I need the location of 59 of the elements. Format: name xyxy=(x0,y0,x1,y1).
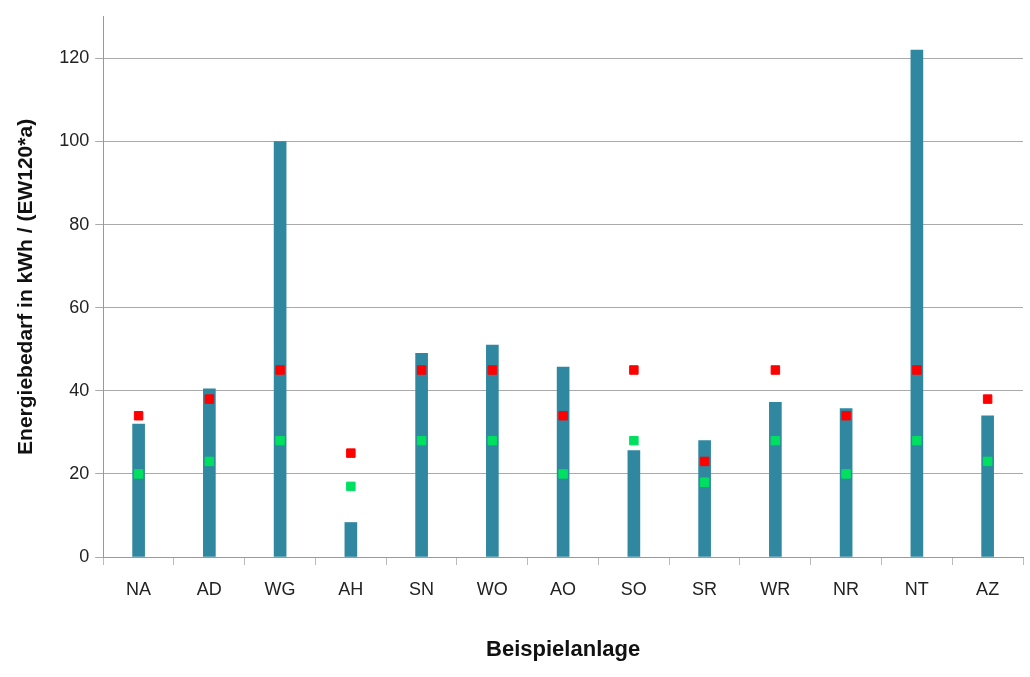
y-tick-label: 80 xyxy=(69,213,90,234)
x-tick-label: WO xyxy=(476,578,508,599)
y-tick-label: 100 xyxy=(59,130,90,151)
bar xyxy=(981,415,994,557)
point xyxy=(416,365,427,375)
point xyxy=(275,365,285,375)
x-tick-label: AD xyxy=(196,578,222,599)
point xyxy=(558,469,568,479)
bar xyxy=(769,402,782,557)
point xyxy=(416,435,427,446)
point xyxy=(204,394,215,404)
point xyxy=(841,469,851,479)
x-tick-label: WG xyxy=(264,578,296,599)
point xyxy=(204,456,215,467)
point xyxy=(487,435,498,446)
x-tick-label: SO xyxy=(620,578,647,599)
bar xyxy=(203,388,216,557)
x-tick-label: NT xyxy=(904,578,929,599)
point xyxy=(699,477,710,487)
point xyxy=(629,435,639,446)
point xyxy=(982,394,993,404)
bar xyxy=(627,450,641,557)
bar xyxy=(910,49,924,557)
x-axis-title: Beispielanlage xyxy=(486,635,641,661)
x-tick-label: SN xyxy=(409,578,435,599)
y-tick-label: 60 xyxy=(69,296,90,317)
x-tick-label: AZ xyxy=(976,578,1000,599)
point xyxy=(275,435,285,446)
point xyxy=(912,365,922,375)
y-tick-label: 20 xyxy=(69,462,90,483)
point xyxy=(770,365,781,375)
point xyxy=(770,435,781,446)
bar xyxy=(556,366,570,557)
point xyxy=(133,469,144,479)
bar xyxy=(415,353,428,557)
x-tick-label: AO xyxy=(550,578,577,599)
y-tick-label: 120 xyxy=(59,47,90,68)
bar xyxy=(273,141,287,557)
point xyxy=(346,448,356,458)
y-tick-label: 40 xyxy=(69,379,90,400)
bar xyxy=(344,522,358,557)
x-tick-label: SR xyxy=(692,578,718,599)
point xyxy=(487,365,498,375)
point xyxy=(629,365,639,375)
point xyxy=(982,456,993,467)
point xyxy=(699,456,710,467)
x-tick-label: AH xyxy=(338,578,364,599)
x-tick-label: NA xyxy=(126,578,152,599)
point xyxy=(841,410,851,421)
bar xyxy=(132,423,145,557)
point xyxy=(912,435,922,446)
point xyxy=(558,410,568,421)
point xyxy=(346,481,356,492)
x-tick-label: NR xyxy=(833,578,860,599)
y-tick-label: 0 xyxy=(79,545,90,566)
x-tick-label: WR xyxy=(760,578,791,599)
point xyxy=(133,410,144,421)
bar xyxy=(486,344,499,557)
y-axis-title: Energiebedarf in kWh / (EW120*a) xyxy=(13,118,37,455)
